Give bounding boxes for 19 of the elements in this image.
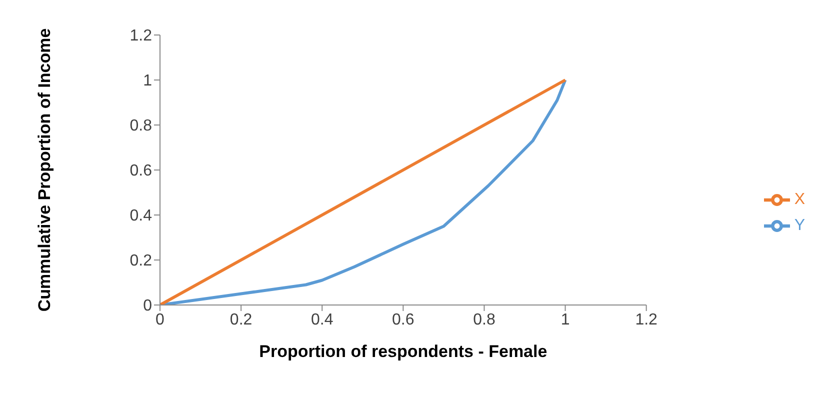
legend-label: X (794, 191, 805, 208)
x-tick-label: 0 (156, 311, 165, 328)
x-tick-label: 0.4 (310, 311, 334, 328)
x-tick-label: 0.8 (473, 311, 496, 328)
x-tick-label: 1 (560, 311, 570, 328)
line-series (160, 78, 567, 305)
x-axis-title: Proportion of respondents - Female (259, 342, 548, 361)
y-tick-label: 1.2 (130, 28, 152, 45)
x-tick-label: 0.6 (392, 311, 414, 328)
y-tick-label: 0.8 (130, 118, 152, 135)
x-tick-label: 1.2 (635, 311, 658, 328)
y-tick-label: 0.4 (130, 208, 152, 225)
x-tick-label: 0.2 (230, 311, 252, 328)
y-tick-label: 0.2 (130, 252, 152, 270)
y-tick-label: 1 (143, 72, 152, 90)
y-axis-title: Cummulative Proportion of Income (35, 28, 54, 312)
y-tick-label: 0 (143, 298, 152, 315)
y-tick-label: 0.6 (130, 162, 152, 180)
legend-label: Y (794, 217, 805, 234)
